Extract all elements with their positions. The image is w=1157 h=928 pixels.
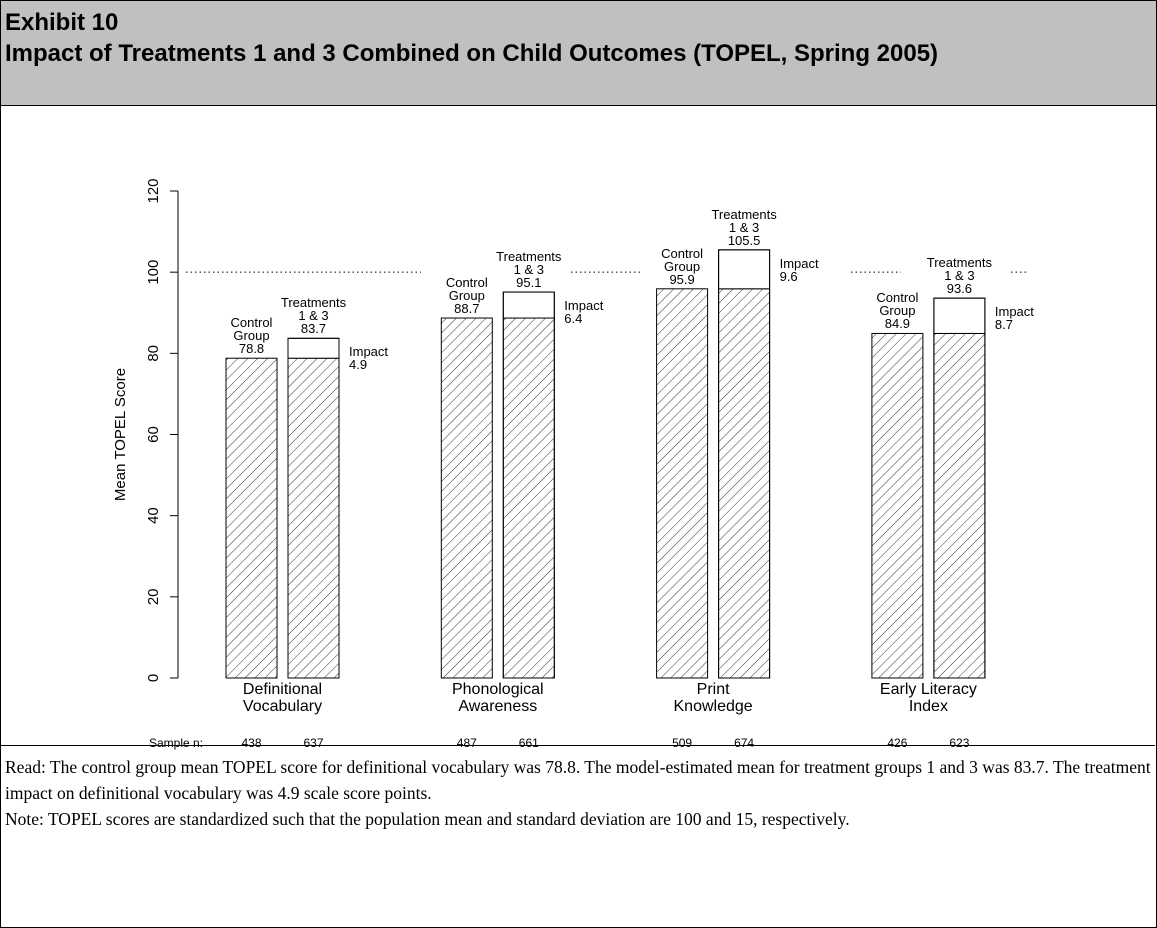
control-value: 84.9: [884, 316, 911, 332]
category-label: Phonological Awareness: [451, 681, 544, 715]
impact-label: Impact 6.4: [564, 299, 603, 325]
treatment-label: Treatments 1 & 3 93.6: [914, 256, 1004, 295]
sample-n: 674: [734, 736, 755, 750]
treatment-value: 95.1: [516, 275, 542, 291]
control-value: 95.9: [669, 271, 695, 287]
sample-n: 661: [518, 736, 539, 750]
exhibit-subtitle: Impact of Treatments 1 and 3 Combined on…: [5, 40, 939, 67]
control-label: Control Group 84.9: [857, 291, 937, 330]
impact-label: Impact 8.7: [995, 305, 1034, 331]
treatment-base: [933, 332, 986, 679]
control-name: Control Group: [661, 245, 704, 274]
treatment-outline: [502, 291, 555, 679]
control-value: 78.8: [238, 341, 265, 357]
impact-name: Impact: [564, 298, 604, 314]
impact-value: 4.9: [349, 357, 368, 373]
sample-n: 426: [887, 736, 908, 750]
impact-name: Impact: [994, 304, 1034, 320]
read-note: Read: The control group mean TOPEL score…: [5, 757, 1151, 803]
treatment-outline: [718, 249, 771, 679]
control-name: Control Group: [230, 315, 273, 344]
control-bar: [656, 288, 709, 679]
header: Exhibit 10 Impact of Treatments 1 and 3 …: [1, 1, 1156, 106]
sample-n: 487: [456, 736, 477, 750]
treatment-outline: [287, 337, 340, 679]
impact-label: Impact 4.9: [349, 345, 388, 371]
impact-segment: [933, 297, 986, 334]
treatment-base: [502, 317, 555, 679]
treatment-base: [718, 288, 771, 679]
sample-n: 438: [241, 736, 262, 750]
treatment-label: Treatments 1 & 3 95.1: [484, 250, 574, 289]
treatment-value: 93.6: [946, 281, 973, 297]
impact-label: Impact 9.6: [780, 257, 819, 283]
control-value: 88.7: [454, 301, 480, 317]
chart: 0 20 40 60 80 100 120 Mean TOPEL Score: [112, 178, 1026, 682]
control-bar: [871, 332, 924, 679]
treatment-label: Treatments 1 & 3 83.7: [269, 296, 359, 335]
impact-name: Impact: [779, 255, 819, 271]
impact-segment: [718, 249, 771, 290]
treatment-value: 83.7: [300, 321, 327, 337]
category-label: Print Knowledge: [673, 681, 753, 715]
y-tick-label: 40: [145, 507, 162, 524]
impact-value: 8.7: [994, 317, 1013, 333]
treatment-name: Treatments 1 & 3: [496, 249, 562, 278]
sample-n: 637: [303, 736, 324, 750]
treatment-name: Treatments 1 & 3: [711, 206, 777, 235]
impact-segment: [287, 337, 340, 359]
y-axis-title: Mean TOPEL Score: [112, 368, 129, 501]
control-label: Control Group 88.7: [427, 276, 507, 315]
control-label: Control Group 95.9: [642, 247, 722, 286]
treatment-name: Treatments 1 & 3: [926, 255, 993, 284]
control-name: Control Group: [445, 275, 488, 304]
notes: Read: The control group mean TOPEL score…: [1, 745, 1155, 927]
control-name: Control Group: [876, 290, 919, 319]
treatment-value: 105.5: [727, 232, 761, 248]
sample-n: 623: [949, 736, 970, 750]
sample-label: Sample n:: [148, 736, 204, 750]
control-bar: [225, 357, 278, 679]
y-tick-label: 0: [145, 674, 162, 682]
treatment-base: [287, 357, 340, 679]
y-tick-label: 120: [145, 178, 162, 203]
control-bar: [440, 317, 493, 679]
impact-segment: [502, 291, 555, 319]
y-tick-label: 60: [145, 426, 162, 443]
y-tick-label: 80: [145, 345, 162, 362]
standardization-note: Note: TOPEL scores are standardized such…: [5, 809, 850, 829]
y-tick-label: 20: [145, 588, 162, 605]
impact-value: 9.6: [779, 268, 798, 284]
category-label: Definitional Vocabulary: [242, 681, 323, 715]
impact-value: 6.4: [564, 311, 583, 327]
treatment-outline: [933, 297, 986, 679]
category-label: Early Literacy Index: [879, 681, 977, 715]
control-label: Control Group 78.8: [212, 316, 292, 355]
treatment-name: Treatments 1 & 3: [280, 295, 347, 324]
treatment-label: Treatments 1 & 3 105.5: [699, 208, 789, 247]
sample-n: 509: [672, 736, 693, 750]
y-tick-label: 100: [145, 260, 162, 285]
exhibit-title: Exhibit 10: [5, 9, 119, 36]
impact-name: Impact: [349, 344, 389, 360]
